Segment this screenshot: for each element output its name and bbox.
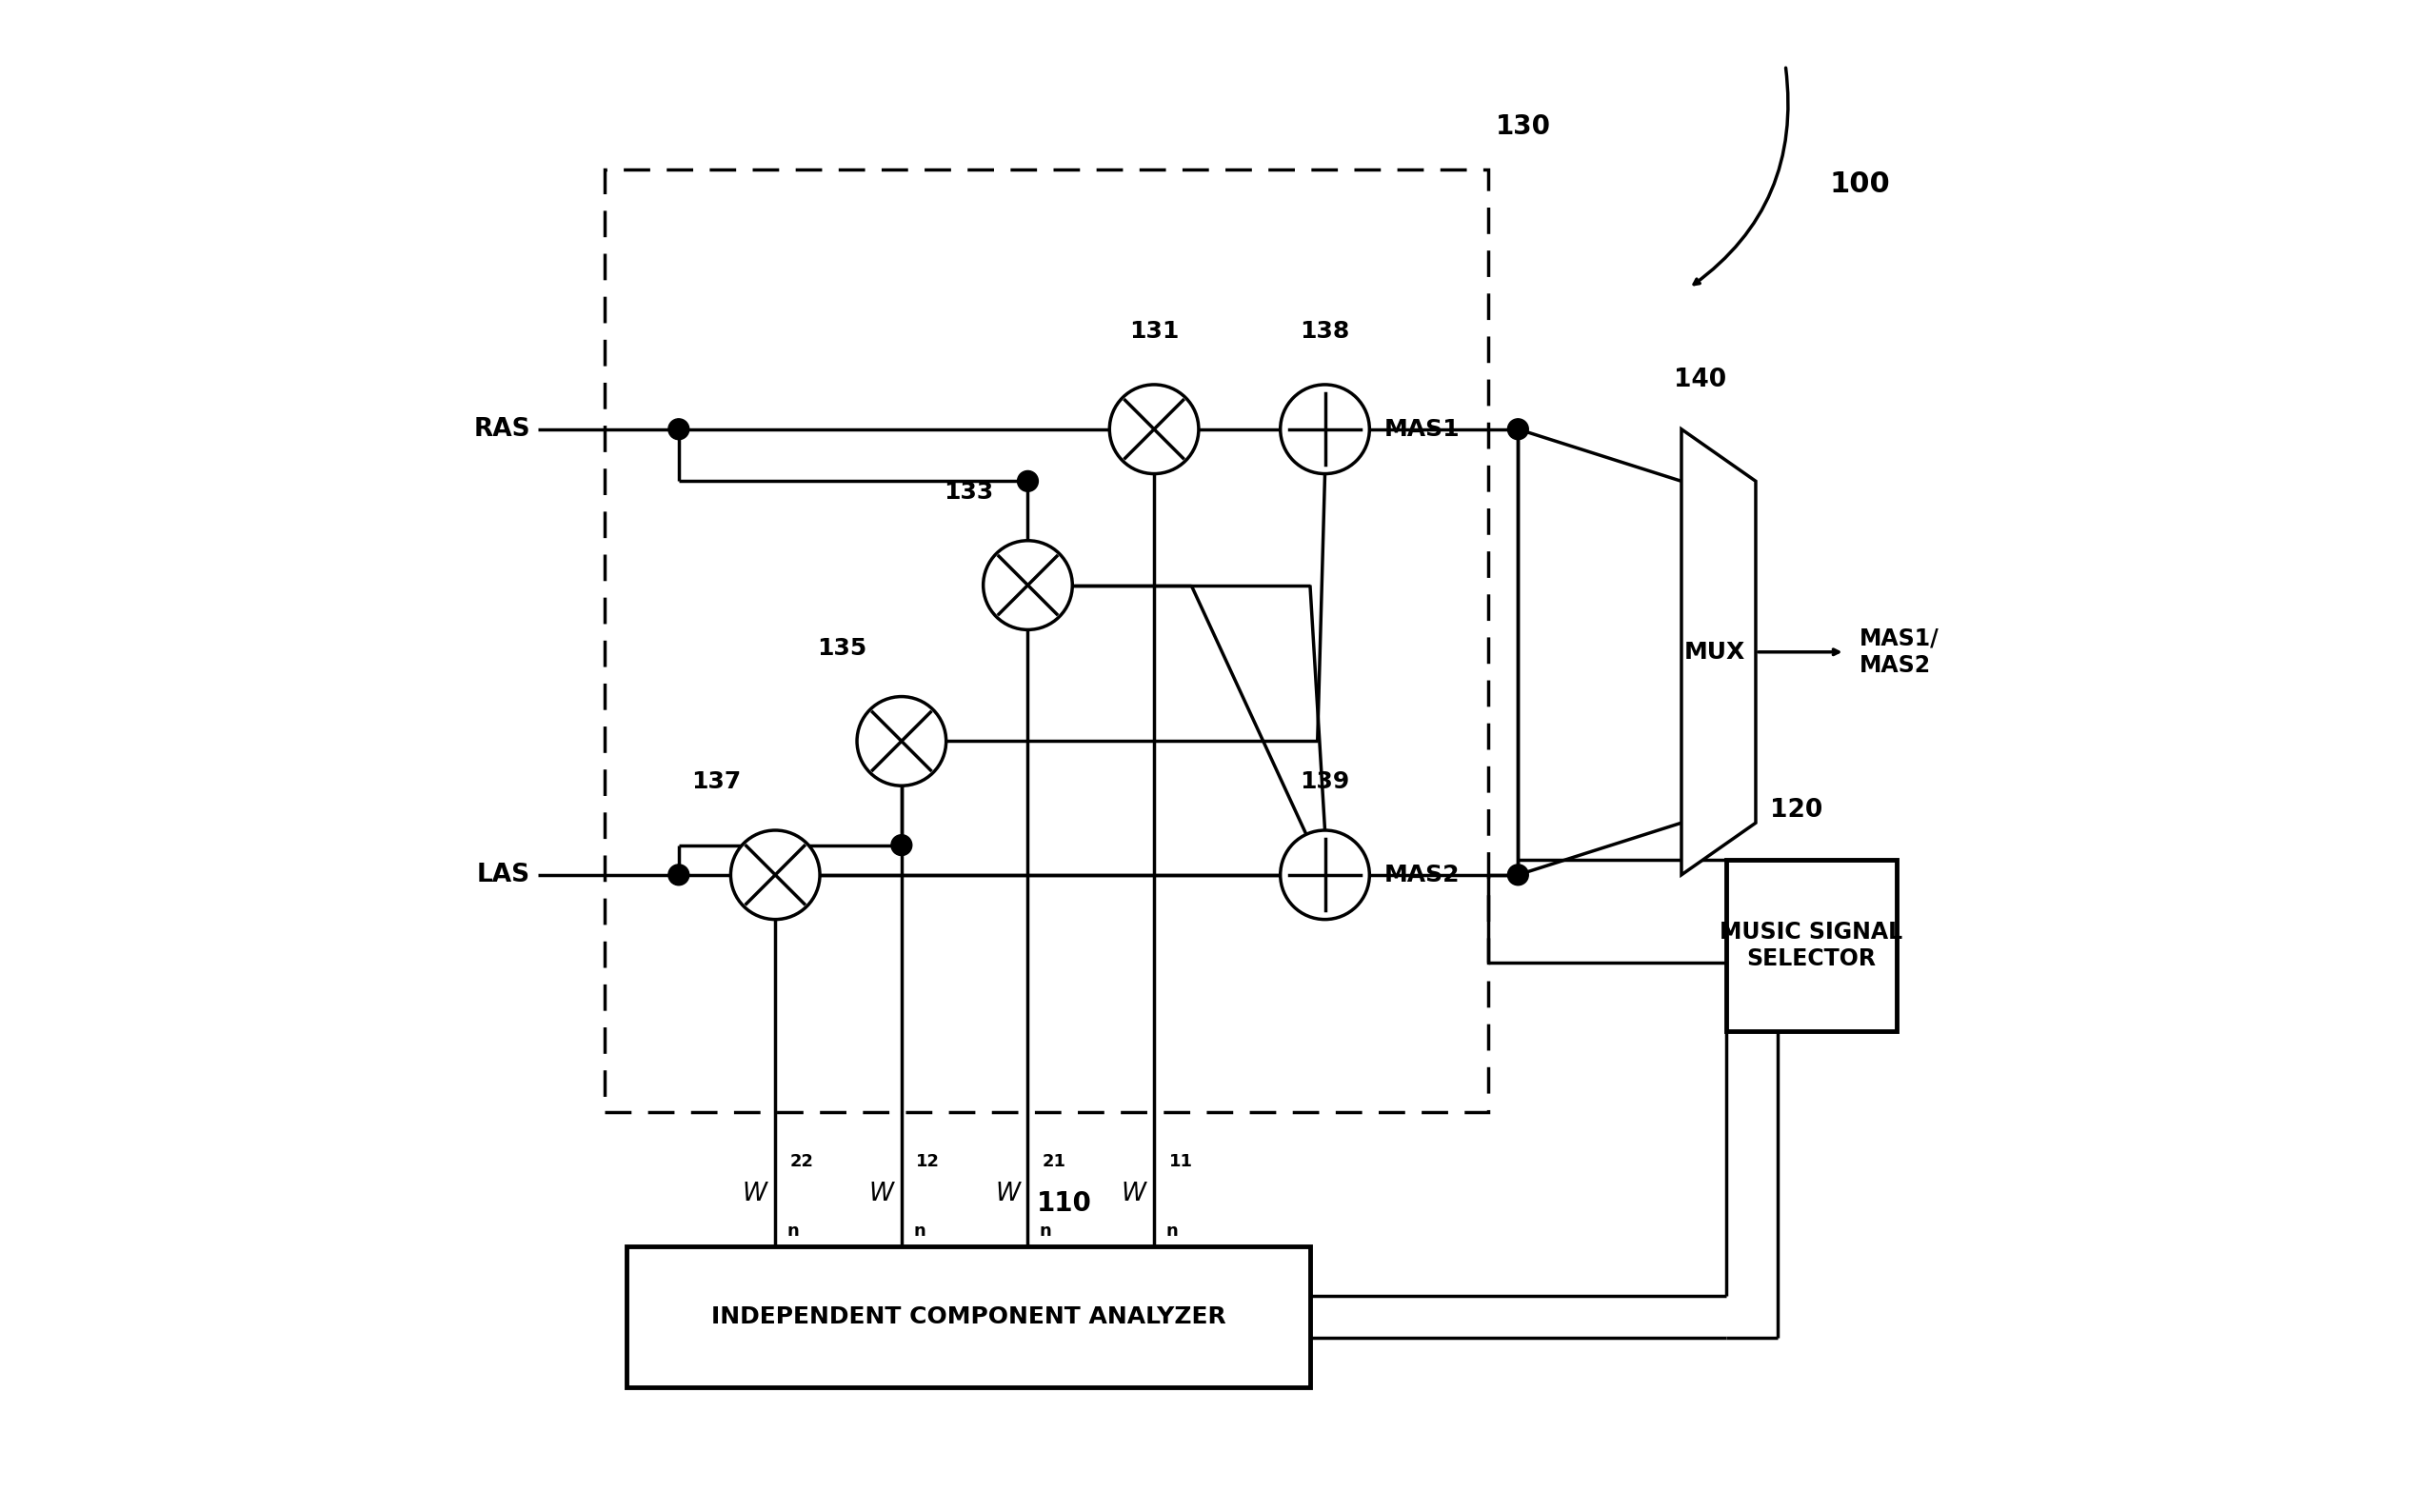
Text: 139: 139 xyxy=(1301,770,1349,794)
Circle shape xyxy=(891,835,913,856)
Text: $W$: $W$ xyxy=(869,1182,896,1207)
Bar xyxy=(1726,860,1898,1031)
Circle shape xyxy=(1281,830,1369,919)
Bar xyxy=(604,169,1488,1113)
Circle shape xyxy=(857,697,947,786)
Text: $W$: $W$ xyxy=(743,1182,769,1207)
Text: 138: 138 xyxy=(1301,321,1349,343)
Circle shape xyxy=(667,419,689,440)
Circle shape xyxy=(1017,470,1039,491)
Circle shape xyxy=(1507,419,1529,440)
Text: LAS: LAS xyxy=(476,862,529,888)
Text: MAS1/
MAS2: MAS1/ MAS2 xyxy=(1859,627,1939,677)
Circle shape xyxy=(667,865,689,885)
Text: RAS: RAS xyxy=(473,417,529,442)
Text: n: n xyxy=(1039,1223,1051,1240)
Text: 135: 135 xyxy=(818,637,866,659)
Circle shape xyxy=(1109,384,1199,473)
Bar xyxy=(626,1246,1311,1388)
Circle shape xyxy=(1281,384,1369,473)
Text: 130: 130 xyxy=(1495,113,1551,139)
Text: n: n xyxy=(913,1223,925,1240)
Text: 22: 22 xyxy=(791,1154,813,1170)
Text: 137: 137 xyxy=(692,770,740,794)
Text: n: n xyxy=(786,1223,798,1240)
Text: n: n xyxy=(1165,1223,1177,1240)
Circle shape xyxy=(731,830,820,919)
Text: $W$: $W$ xyxy=(995,1182,1022,1207)
Text: 110: 110 xyxy=(1036,1190,1092,1217)
Text: 21: 21 xyxy=(1044,1154,1065,1170)
Text: 131: 131 xyxy=(1129,321,1180,343)
Text: MAS2: MAS2 xyxy=(1383,863,1461,886)
Text: INDEPENDENT COMPONENT ANALYZER: INDEPENDENT COMPONENT ANALYZER xyxy=(711,1305,1226,1328)
Text: MAS1: MAS1 xyxy=(1383,417,1461,440)
Text: 100: 100 xyxy=(1830,171,1891,198)
Text: 11: 11 xyxy=(1170,1154,1192,1170)
Polygon shape xyxy=(1682,429,1755,875)
Text: 140: 140 xyxy=(1675,367,1726,392)
Text: 120: 120 xyxy=(1769,798,1823,823)
Text: 133: 133 xyxy=(944,481,993,503)
Text: MUSIC SIGNAL
SELECTOR: MUSIC SIGNAL SELECTOR xyxy=(1721,921,1903,971)
Circle shape xyxy=(983,541,1073,629)
Text: $W$: $W$ xyxy=(1121,1182,1148,1207)
Text: 12: 12 xyxy=(917,1154,939,1170)
Circle shape xyxy=(1507,865,1529,885)
Text: MUX: MUX xyxy=(1684,641,1745,664)
